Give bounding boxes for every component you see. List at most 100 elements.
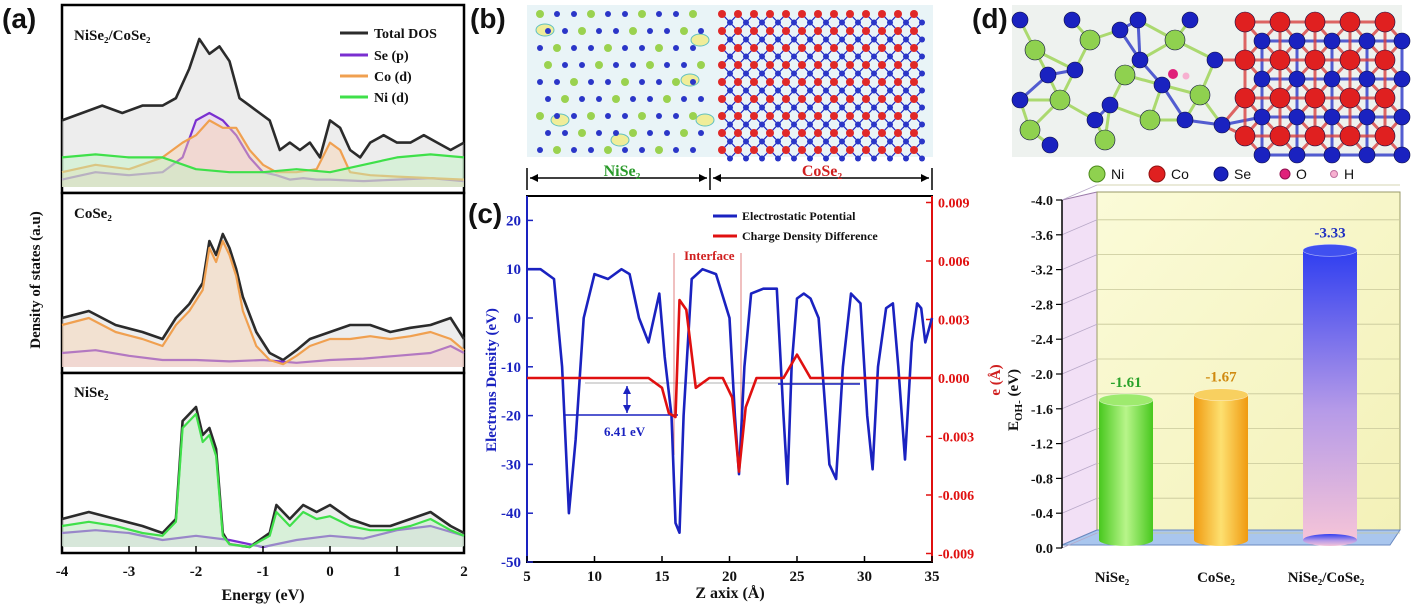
dos-subplot-1-frame bbox=[60, 3, 466, 195]
atom bbox=[718, 44, 726, 52]
atom bbox=[743, 104, 749, 111]
atom bbox=[734, 27, 742, 35]
atom bbox=[750, 27, 758, 35]
atom bbox=[830, 95, 838, 103]
atom bbox=[664, 130, 670, 136]
bar-grid-side bbox=[1061, 497, 1098, 514]
bar-grid-side bbox=[1061, 219, 1098, 236]
atom bbox=[647, 130, 653, 136]
atom bbox=[727, 19, 733, 26]
gap-label: 6.41 eV bbox=[604, 424, 646, 439]
atom bbox=[839, 104, 845, 111]
dos-area-2-1 bbox=[62, 346, 464, 367]
atom bbox=[1253, 32, 1271, 50]
charge-y-axis-label: e (Å) bbox=[988, 364, 1004, 395]
bar-y-ticks: -4.0 -3.6 -3.2 -2.8 -2.4 -2.0 -1.6 -1.2 -0.8 -0.4… bbox=[1031, 194, 1062, 557]
bar-bottom-0 bbox=[1099, 534, 1153, 546]
atom bbox=[919, 19, 925, 26]
atom-legend-h-icon bbox=[1330, 170, 1338, 178]
atom bbox=[846, 146, 854, 154]
atom bbox=[587, 112, 595, 120]
atom bbox=[595, 61, 603, 69]
dos-x-axis-label: Energy (eV) bbox=[221, 587, 304, 604]
bar-body-2 bbox=[1303, 250, 1357, 541]
atom bbox=[878, 112, 886, 120]
atom bbox=[862, 146, 870, 154]
potential-ytick-label: -40 bbox=[501, 506, 521, 522]
atom bbox=[1049, 89, 1071, 111]
atom bbox=[734, 78, 742, 86]
atom bbox=[629, 27, 637, 35]
atom bbox=[871, 53, 877, 60]
atom bbox=[664, 28, 670, 34]
atom-h bbox=[1182, 72, 1190, 80]
atom bbox=[855, 121, 861, 128]
atom bbox=[553, 146, 561, 154]
atom bbox=[639, 45, 645, 51]
potential-y-axis-label: Electrons Density (eV) bbox=[484, 308, 500, 452]
atom bbox=[775, 87, 781, 94]
atom bbox=[839, 155, 845, 162]
atom bbox=[855, 155, 861, 162]
atom bbox=[910, 78, 918, 86]
bar-bottom-2 bbox=[1303, 534, 1357, 546]
atom bbox=[1101, 96, 1119, 114]
atom bbox=[871, 87, 877, 94]
atom bbox=[862, 129, 870, 137]
atom bbox=[537, 45, 543, 51]
atom bbox=[871, 155, 877, 162]
dos-area-3-0 bbox=[62, 407, 464, 547]
dos-area-1-0 bbox=[62, 39, 464, 187]
atom bbox=[673, 147, 679, 153]
atom bbox=[1011, 91, 1029, 109]
dos-line-2-2 bbox=[61, 239, 465, 366]
atom bbox=[910, 146, 918, 154]
atom bbox=[571, 147, 577, 153]
atom bbox=[910, 95, 918, 103]
atom bbox=[743, 70, 749, 77]
atom bbox=[622, 11, 628, 17]
atom bbox=[743, 36, 749, 43]
atom bbox=[1374, 125, 1396, 147]
atom bbox=[1339, 49, 1361, 71]
atom bbox=[759, 70, 765, 77]
panel-b: NiSe₂ CoSe₂ bbox=[526, 5, 933, 190]
dos-y-axis-label: Density of states (a.u) bbox=[28, 211, 44, 348]
atom bbox=[766, 95, 774, 103]
atom bbox=[536, 112, 544, 120]
atom bbox=[871, 70, 877, 77]
atom bbox=[887, 87, 893, 94]
bar-xtick-label-0: NiSe₂ bbox=[1095, 570, 1130, 586]
panel-label-a: (a) bbox=[2, 3, 36, 34]
atom bbox=[775, 36, 781, 43]
dos-area-2-0 bbox=[62, 234, 464, 367]
adsorption-structure-image bbox=[1011, 11, 1411, 164]
bar-body-0 bbox=[1099, 399, 1153, 540]
atom bbox=[775, 19, 781, 26]
atom bbox=[846, 44, 854, 52]
atom bbox=[759, 36, 765, 43]
potential-x-axis-label: Z axix (Å) bbox=[695, 584, 764, 602]
atom-legend-o: O bbox=[1296, 166, 1307, 182]
atom-legend: Ni Co Se O H bbox=[1088, 165, 1354, 183]
atom bbox=[1374, 49, 1396, 71]
atom bbox=[544, 61, 552, 69]
atom bbox=[698, 130, 704, 136]
atom bbox=[839, 87, 845, 94]
structure-b-background bbox=[527, 5, 933, 157]
atom bbox=[1269, 125, 1291, 147]
atom bbox=[887, 121, 893, 128]
atom bbox=[690, 79, 696, 85]
atom bbox=[750, 10, 758, 18]
atom bbox=[1066, 61, 1084, 79]
bar-ytick-label: -1.2 bbox=[1031, 438, 1053, 453]
bar-ytick-label: 0.0 bbox=[1036, 542, 1054, 557]
atom bbox=[718, 129, 726, 137]
atom bbox=[545, 96, 551, 102]
atom bbox=[903, 36, 909, 43]
potential-ytick-label: 20 bbox=[506, 213, 521, 229]
bar-ytick-label: -3.2 bbox=[1031, 264, 1053, 279]
arrowhead bbox=[921, 174, 929, 182]
atom bbox=[1323, 146, 1341, 164]
atom bbox=[830, 27, 838, 35]
